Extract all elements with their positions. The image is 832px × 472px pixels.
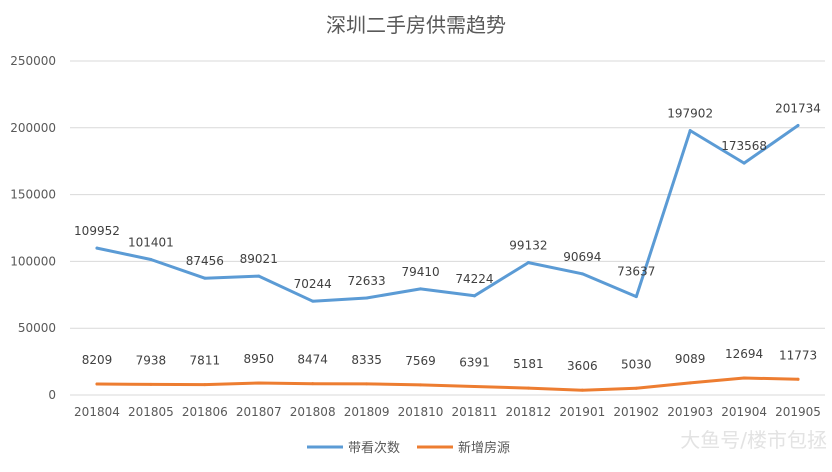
data-label: 197902 — [667, 107, 713, 121]
data-point — [742, 161, 746, 165]
data-point — [742, 376, 746, 380]
data-point — [203, 383, 207, 387]
data-point — [311, 299, 315, 303]
data-label: 6391 — [459, 355, 490, 369]
data-point — [472, 384, 476, 388]
data-point — [149, 258, 153, 262]
x-tick-label: 201901 — [559, 405, 605, 419]
data-label: 3606 — [567, 359, 598, 373]
data-point — [257, 274, 261, 278]
x-tick-label: 201810 — [398, 405, 444, 419]
data-label: 8474 — [297, 353, 328, 367]
data-point — [634, 295, 638, 299]
data-labels: 109952 101401 87456 89021 70244 72633 79410 742… — [74, 101, 821, 373]
data-label: 90694 — [563, 250, 601, 264]
data-label: 79410 — [401, 265, 439, 279]
data-label: 8335 — [351, 353, 382, 367]
data-point — [203, 276, 207, 280]
data-point — [472, 294, 476, 298]
data-label: 173568 — [721, 139, 767, 153]
x-tick-label: 201903 — [667, 405, 713, 419]
y-tick-label: 250000 — [10, 54, 56, 68]
data-point — [634, 386, 638, 390]
data-label: 12694 — [725, 347, 763, 361]
legend: 带看次数 新增房源 — [307, 440, 510, 456]
data-point — [526, 261, 530, 265]
x-tick-label: 201812 — [505, 405, 551, 419]
data-point — [365, 382, 369, 386]
data-label: 9089 — [675, 352, 706, 366]
x-tick-label: 201809 — [344, 405, 390, 419]
gridlines — [70, 60, 825, 396]
data-point — [526, 386, 530, 390]
series-line-2 — [95, 376, 800, 392]
watermark: 大鱼号/楼市包拯 — [680, 428, 827, 452]
data-label: 7938 — [136, 353, 167, 367]
data-label: 87456 — [186, 254, 224, 268]
y-tick-label: 150000 — [10, 188, 56, 202]
legend-label: 带看次数 — [348, 440, 400, 456]
data-label: 70244 — [294, 277, 332, 291]
data-point — [257, 381, 261, 385]
data-point — [419, 287, 423, 291]
y-tick-label: 0 — [48, 388, 56, 402]
data-point — [419, 383, 423, 387]
x-tick-label: 201806 — [182, 405, 228, 419]
x-tick-label: 201902 — [613, 405, 659, 419]
data-point — [580, 272, 584, 276]
data-label: 99132 — [509, 239, 547, 253]
data-point — [688, 381, 692, 385]
data-point — [796, 123, 800, 127]
data-label: 5030 — [621, 357, 652, 371]
data-label: 201734 — [775, 101, 821, 115]
data-point — [311, 382, 315, 386]
data-label: 8209 — [82, 353, 113, 367]
data-label: 101401 — [128, 236, 174, 250]
x-axis-ticks: 201804 201805 201806 201807 201808 201809 2018… — [74, 405, 821, 419]
series-line-1 — [95, 124, 800, 303]
x-tick-label: 201808 — [290, 405, 336, 419]
legend-label: 新增房源 — [458, 440, 510, 456]
data-label: 72633 — [348, 274, 386, 288]
data-label: 7811 — [190, 354, 221, 368]
data-label: 7569 — [405, 354, 436, 368]
x-tick-label: 201905 — [775, 405, 821, 419]
y-axis-ticks: 0 50000 100000 150000 200000 250000 — [10, 54, 56, 402]
data-label: 89021 — [240, 252, 278, 266]
y-tick-label: 50000 — [18, 321, 56, 335]
data-label: 109952 — [74, 224, 120, 238]
chart-title: 深圳二手房供需趋势 — [326, 13, 506, 37]
data-point — [95, 246, 99, 250]
data-point — [365, 296, 369, 300]
data-point — [580, 388, 584, 392]
data-point — [688, 129, 692, 133]
y-tick-label: 200000 — [10, 121, 56, 135]
x-tick-label: 201811 — [452, 405, 498, 419]
x-tick-label: 201904 — [721, 405, 767, 419]
series-lines — [95, 123, 800, 392]
data-label: 8950 — [243, 352, 274, 366]
x-tick-label: 201805 — [128, 405, 174, 419]
y-tick-label: 100000 — [10, 254, 56, 268]
x-tick-label: 201807 — [236, 405, 282, 419]
data-label: 11773 — [779, 348, 817, 362]
data-label: 74224 — [455, 272, 493, 286]
data-point — [149, 382, 153, 386]
data-point — [95, 382, 99, 386]
x-tick-label: 201804 — [74, 405, 120, 419]
data-point — [796, 377, 800, 381]
data-label: 5181 — [513, 357, 544, 371]
data-label: 73637 — [617, 265, 655, 279]
